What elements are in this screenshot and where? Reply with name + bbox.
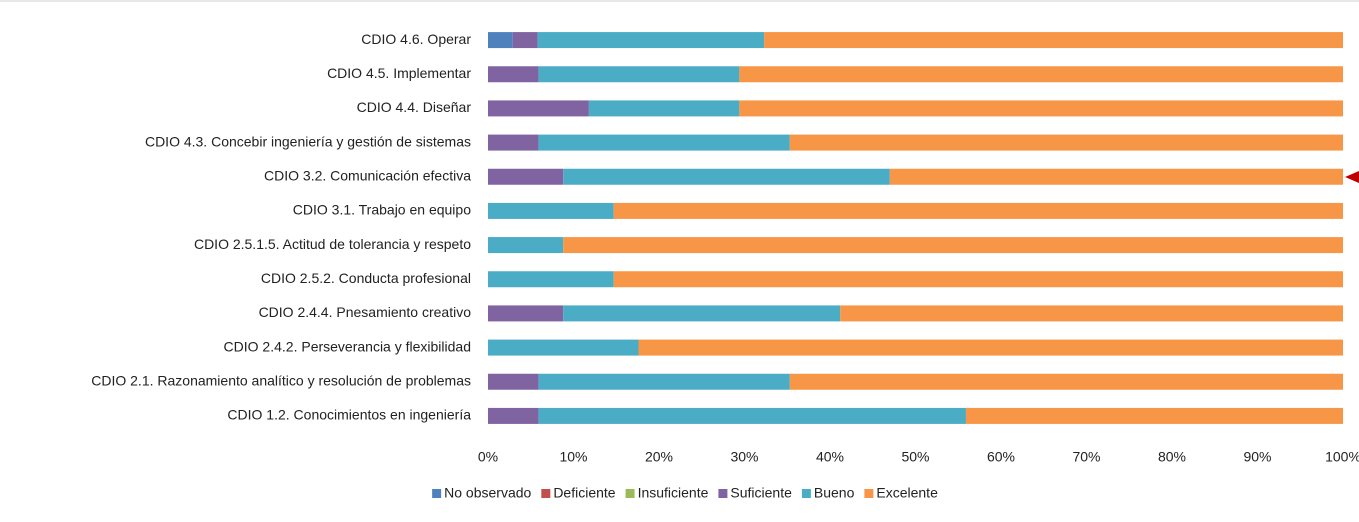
y-tick-label: CDIO 2.5.2. Conducta profesional (261, 270, 471, 286)
x-tick-label: 20% (645, 449, 673, 465)
legend-label: Excelente (876, 485, 938, 501)
y-tick-label: CDIO 2.4.2. Perseverancia y flexibilidad (224, 338, 471, 354)
bar-segment (488, 168, 564, 185)
bar-segment (789, 134, 1343, 151)
bar-segment (512, 32, 538, 49)
bar-segment (488, 407, 539, 424)
bar-segment (563, 237, 1343, 254)
legend-label: Deficiente (553, 485, 615, 501)
bar-segment (965, 407, 1343, 424)
legend-swatch (801, 489, 811, 498)
legend-label: No observado (444, 485, 531, 501)
y-tick-label: CDIO 3.2. Comunicación efectiva (264, 167, 471, 183)
bar-segment (789, 373, 1343, 390)
bar-segment (537, 32, 765, 49)
y-tick-label: CDIO 2.4.4. Pnesamiento creativo (259, 304, 472, 320)
y-tick-label: CDIO 4.4. Diseñar (357, 99, 472, 115)
bar-segment (764, 32, 1343, 49)
legend-swatch (864, 489, 874, 498)
x-tick-label: 90% (1243, 449, 1271, 465)
x-tick-label: 40% (816, 449, 844, 465)
y-tick-label: CDIO 4.5. Implementar (327, 65, 471, 81)
bar-segment (488, 339, 639, 356)
bar-segment (488, 100, 589, 117)
x-tick-label: 30% (730, 449, 758, 465)
bar-segment (488, 66, 539, 83)
legend-swatch (625, 489, 635, 498)
x-tick-label: 50% (901, 449, 929, 465)
bar-segment (488, 32, 513, 49)
y-tick-label: CDIO 2.1. Razonamiento analítico y resol… (91, 372, 471, 388)
legend-label: Insuficiente (638, 485, 709, 501)
bar-segment (488, 202, 614, 219)
x-tick-label: 10% (559, 449, 587, 465)
bar-segment (563, 168, 890, 185)
bar-segment (739, 100, 1343, 117)
bar-segment (840, 305, 1343, 322)
x-tick-label: 100% (1325, 449, 1359, 465)
y-tick-label: CDIO 4.6. Operar (361, 31, 471, 47)
y-tick-label: CDIO 1.2. Conocimientos en ingeniería (227, 407, 471, 423)
x-tick-label: 60% (987, 449, 1015, 465)
bar-segment (488, 237, 564, 254)
bar-segment (488, 134, 539, 151)
y-tick-label: CDIO 2.5.1.5. Actitud de tolerancia y re… (194, 236, 471, 252)
bar-segment (538, 66, 740, 83)
x-tick-label: 70% (1072, 449, 1100, 465)
bar-segment (588, 100, 740, 117)
bar-segment (538, 407, 966, 424)
bar-segment (538, 134, 790, 151)
bar-segment (488, 271, 614, 288)
y-tick-label: CDIO 4.3. Concebir ingeniería y gestión … (145, 133, 471, 149)
legend-label: Bueno (814, 485, 855, 501)
pointer-arrow (1345, 171, 1359, 183)
bar-segment (613, 202, 1343, 219)
x-tick-label: 0% (478, 449, 498, 465)
legend-swatch (432, 489, 442, 498)
bar-segment (613, 271, 1343, 288)
bar-segment (488, 373, 539, 390)
legend-swatch (541, 489, 551, 498)
bar-segment (889, 168, 1343, 185)
bar-segment (739, 66, 1343, 83)
y-tick-label: CDIO 3.1. Trabajo en equipo (293, 202, 471, 218)
bar-segment (638, 339, 1343, 356)
legend-label: Suficiente (730, 485, 792, 501)
x-tick-label: 80% (1158, 449, 1186, 465)
bar-segment (538, 373, 790, 390)
bar-segment (488, 305, 564, 322)
legend-swatch (718, 489, 728, 498)
bar-segment (563, 305, 841, 322)
